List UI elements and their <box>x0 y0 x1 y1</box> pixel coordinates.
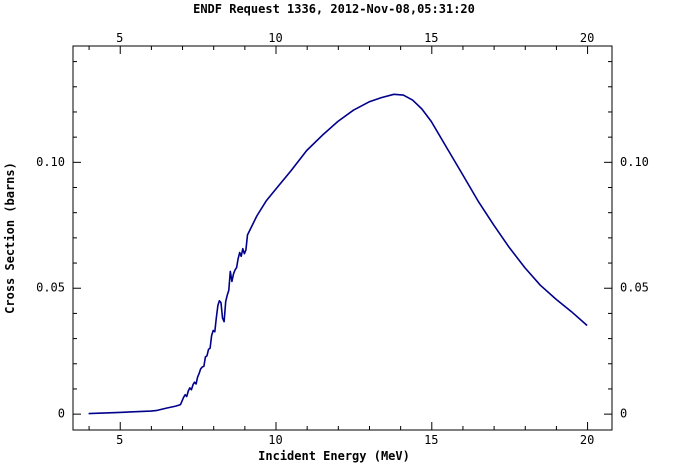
y-tick-label-left: 0.10 <box>36 155 65 169</box>
x-tick-label-bottom: 15 <box>424 433 438 447</box>
x-tick-label-bottom: 20 <box>580 433 594 447</box>
x-axis-title: Incident Energy (MeV) <box>258 449 410 463</box>
series-line <box>88 93 588 415</box>
axis-ticks <box>73 46 612 430</box>
y-tick-label-left: 0.05 <box>36 281 65 295</box>
x-tick-label-bottom: 10 <box>268 433 282 447</box>
plot-frame <box>72 45 613 431</box>
y-tick-label-right: 0.05 <box>620 281 649 295</box>
y-axis-title: Cross Section (barns) <box>3 162 17 314</box>
x-tick-label-bottom: 5 <box>116 433 123 447</box>
y-tick-label-right: 0.10 <box>620 155 649 169</box>
axis-tick-labels: 5 5 10 10 15 15 20 20 0 0 0.05 0.05 0.10 0.10 <box>36 31 649 447</box>
chart-title: ENDF Request 1336, 2012-Nov-08,05:31:20 <box>193 2 475 16</box>
x-tick-label-top: 5 <box>116 31 123 45</box>
y-tick-label-right: 0 <box>620 407 627 421</box>
x-tick-label-top: 15 <box>424 31 438 45</box>
x-tick-label-top: 20 <box>580 31 594 45</box>
x-tick-label-top: 10 <box>268 31 282 45</box>
y-tick-label-left: 0 <box>58 407 65 421</box>
